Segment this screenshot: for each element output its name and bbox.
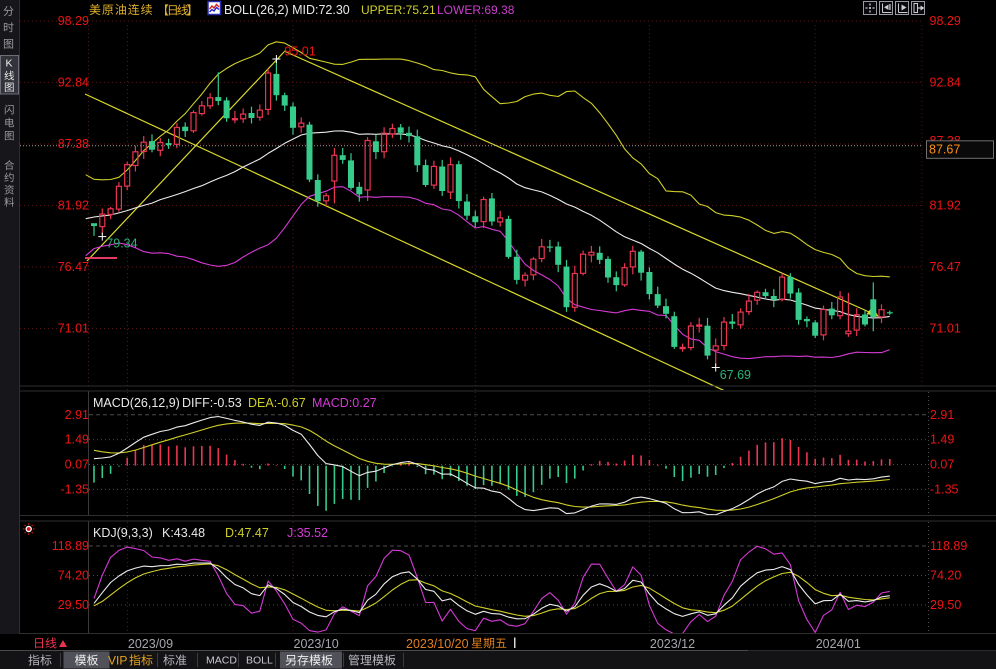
svg-text:2.91: 2.91 (65, 408, 89, 422)
svg-text:DEA:-0.67: DEA:-0.67 (248, 396, 306, 410)
svg-text:2023/12: 2023/12 (650, 637, 695, 651)
svg-text:K:43.48: K:43.48 (162, 526, 205, 540)
svg-text:81.92: 81.92 (930, 199, 961, 213)
svg-text:2023/09: 2023/09 (128, 637, 173, 651)
svg-text:74.20: 74.20 (58, 569, 89, 583)
svg-text:76.47: 76.47 (58, 260, 89, 274)
svg-text:2023/10/20: 2023/10/20 (406, 637, 469, 651)
svg-text:2.91: 2.91 (930, 408, 954, 422)
svg-text:MACD:0.27: MACD:0.27 (312, 396, 377, 410)
svg-text:BOLL(26,2) MID:72.30: BOLL(26,2) MID:72.30 (224, 3, 350, 17)
svg-text:0.07: 0.07 (65, 458, 89, 472)
svg-text:KDJ(9,3,3): KDJ(9,3,3) (93, 526, 153, 540)
svg-text:71.01: 71.01 (930, 322, 961, 336)
svg-text:DIFF:-0.53: DIFF:-0.53 (182, 396, 242, 410)
svg-text:76.47: 76.47 (930, 260, 961, 274)
svg-text:74.20: 74.20 (930, 569, 961, 583)
svg-text:95.01: 95.01 (284, 45, 315, 59)
svg-text:1.49: 1.49 (930, 433, 954, 447)
svg-text:-1.35: -1.35 (61, 482, 90, 496)
svg-text:71.01: 71.01 (58, 322, 89, 336)
svg-text:87.67: 87.67 (929, 143, 960, 157)
svg-text:VIP: VIP (108, 654, 127, 668)
svg-text:D:47.47: D:47.47 (225, 526, 269, 540)
svg-text:0.07: 0.07 (930, 458, 954, 472)
svg-text:2024/01: 2024/01 (816, 637, 861, 651)
svg-text:29.50: 29.50 (58, 598, 89, 612)
svg-text:79.34: 79.34 (106, 237, 137, 251)
svg-text:-1.35: -1.35 (930, 482, 959, 496)
svg-text:87.38: 87.38 (58, 137, 89, 151)
svg-text:BOLL: BOLL (246, 655, 273, 667)
svg-text:MACD: MACD (206, 655, 237, 667)
svg-text:MACD(26,12,9): MACD(26,12,9) (93, 396, 180, 410)
svg-text:J:35.52: J:35.52 (287, 526, 328, 540)
svg-text:118.89: 118.89 (52, 539, 89, 553)
svg-text:98.29: 98.29 (930, 14, 961, 28)
svg-text:98.29: 98.29 (58, 14, 89, 28)
svg-text:92.84: 92.84 (58, 75, 89, 89)
svg-text:81.92: 81.92 (58, 199, 89, 213)
svg-text:118.89: 118.89 (930, 539, 967, 553)
svg-text:92.84: 92.84 (930, 75, 961, 89)
svg-text:LOWER:69.38: LOWER:69.38 (437, 3, 515, 17)
svg-text:2023/10: 2023/10 (294, 637, 339, 651)
svg-text:67.69: 67.69 (720, 368, 751, 382)
svg-text:1.49: 1.49 (65, 433, 89, 447)
svg-text:UPPER:75.21: UPPER:75.21 (361, 3, 436, 17)
svg-text:29.50: 29.50 (930, 598, 961, 612)
svg-text:K: K (5, 58, 12, 70)
